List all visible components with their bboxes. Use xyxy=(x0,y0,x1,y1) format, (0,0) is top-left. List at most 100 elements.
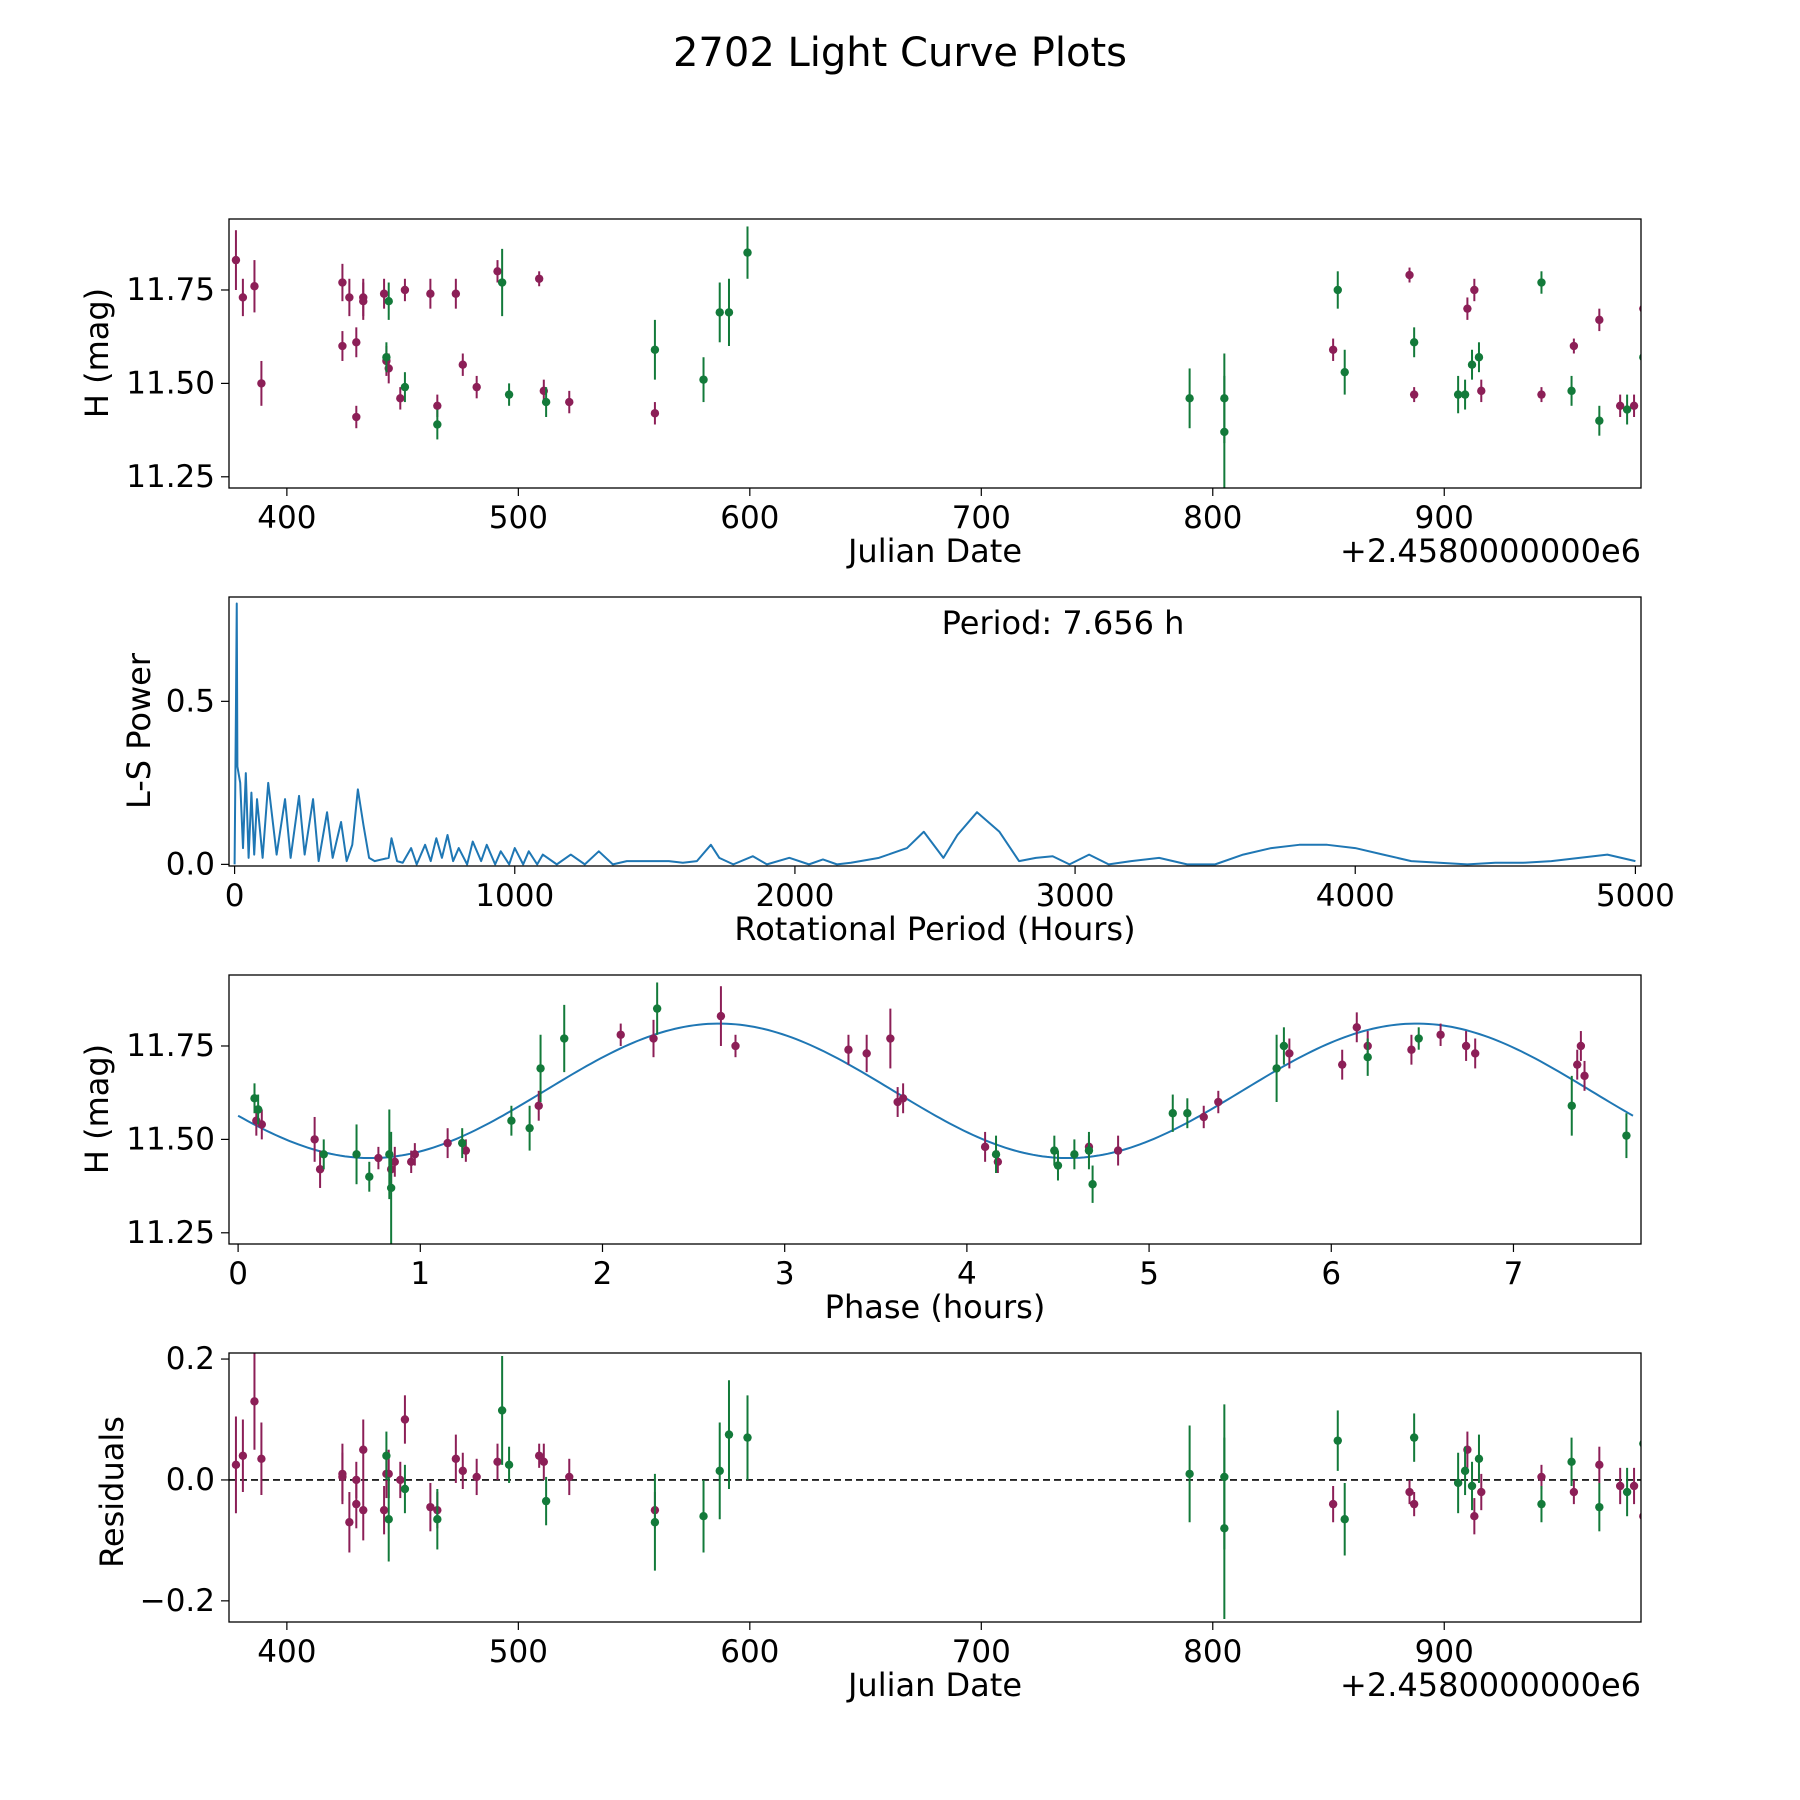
residuals-data-point-green xyxy=(1595,1482,1604,1532)
periodogram-ticks: 0 1000 2000 3000 4000 5000 0.0 0.5 xyxy=(166,683,1675,914)
lightcurve-marker xyxy=(497,278,507,287)
residuals-marker xyxy=(743,1433,752,1442)
residuals-data-point-maroon xyxy=(257,1422,266,1496)
lightcurve-marker xyxy=(345,293,354,302)
phased-data-point-green xyxy=(507,1105,516,1136)
residuals-marker xyxy=(493,1457,502,1467)
phased-marker xyxy=(385,1150,394,1159)
residuals-marker xyxy=(1328,1499,1338,1509)
phased-data-point-maroon xyxy=(1352,1012,1361,1043)
residuals-marker xyxy=(382,1451,391,1460)
residuals-data-point-maroon xyxy=(379,1485,389,1535)
lightcurve-ytick-label: 11.25 xyxy=(126,459,215,495)
phased-marker xyxy=(1088,1180,1097,1189)
lightcurve-marker xyxy=(400,382,410,392)
phased-data-point-green xyxy=(1084,1131,1094,1170)
phased-marker xyxy=(1414,1034,1423,1043)
figure-title: 2702 Light Curve Plots xyxy=(673,30,1127,76)
phased-data-point-green xyxy=(1050,1135,1059,1166)
lightcurve-marker xyxy=(433,420,442,429)
residuals-data-point-maroon xyxy=(451,1434,461,1483)
residuals-marks xyxy=(229,1353,1641,1619)
lightcurve-data-point-green xyxy=(1622,394,1632,425)
lightcurve-xtick-label: 900 xyxy=(1415,500,1474,536)
phased-marker xyxy=(406,1157,416,1167)
residuals-data-point-maroon xyxy=(458,1452,467,1490)
phased-marker xyxy=(560,1034,569,1043)
phased-data-point-maroon xyxy=(1199,1105,1208,1129)
lightcurve-xtick-label: 700 xyxy=(952,500,1011,536)
residuals-marker xyxy=(1470,1512,1479,1521)
lightcurve-data-point-maroon xyxy=(1569,338,1579,354)
lightcurve-marker xyxy=(352,338,361,347)
lightcurve-data-point-green xyxy=(384,282,393,320)
periodogram-axes-frame xyxy=(228,596,1642,867)
lightcurve-data-point-maroon xyxy=(1470,278,1479,302)
residuals-marker xyxy=(1467,1481,1477,1491)
residuals-marker xyxy=(345,1518,354,1527)
residuals-xtick-label: 900 xyxy=(1415,1634,1474,1670)
lightcurve-panel: 400 500 600 700 800 900 11.25 11.50 11.75 Julian… xyxy=(78,218,1642,570)
residuals-marker xyxy=(1537,1472,1546,1482)
lightcurve-marker xyxy=(1453,390,1463,399)
residuals-xtick-label: 600 xyxy=(720,1634,779,1670)
phased-marker xyxy=(1285,1049,1294,1058)
lightcurve-marker xyxy=(1595,315,1604,325)
lightcurve-data-point-maroon xyxy=(345,278,354,317)
phased-data-point-maroon xyxy=(862,1034,871,1073)
residuals-marker xyxy=(451,1454,461,1463)
phased-data-point-maroon xyxy=(443,1128,452,1159)
residuals-marker xyxy=(257,1454,266,1463)
residuals-marker xyxy=(359,1445,368,1454)
lightcurve-marker xyxy=(451,289,461,298)
residuals-marker xyxy=(400,1484,410,1494)
residuals-marker xyxy=(724,1430,734,1439)
phased-marker xyxy=(991,1150,1001,1159)
phased-data-point-maroon xyxy=(1573,1049,1582,1080)
phased-marker xyxy=(461,1146,471,1155)
periodogram-xtick-label: 2000 xyxy=(755,878,834,914)
lightcurve-data-point-maroon xyxy=(451,278,461,309)
phased-marker xyxy=(862,1049,871,1058)
phased-marker xyxy=(1183,1109,1192,1118)
residuals-data-point-maroon xyxy=(426,1482,435,1532)
lightcurve-ticks: 400 500 600 700 800 900 11.25 11.50 11.75 xyxy=(126,272,1474,536)
residuals-marker xyxy=(433,1515,442,1524)
phased-marker xyxy=(1214,1097,1223,1107)
phased-ytick-label: 11.50 xyxy=(126,1121,215,1157)
lightcurve-data-point-maroon xyxy=(396,387,405,410)
phased-marker xyxy=(1436,1030,1445,1039)
residuals-data-point-green xyxy=(1537,1485,1546,1523)
lightcurve-data-point-green xyxy=(743,226,752,279)
residuals-data-point-green xyxy=(382,1431,391,1480)
phased-data-point-maroon xyxy=(1580,1060,1589,1091)
lightcurve-marker xyxy=(650,345,660,354)
lightcurve-data-point-green xyxy=(1340,349,1349,395)
phased-data-point-green xyxy=(1168,1094,1177,1132)
lightcurve-marker xyxy=(1474,353,1484,362)
lightcurve-data-point-green xyxy=(699,357,708,403)
lightcurve-data-point-maroon xyxy=(231,230,241,290)
lightcurve-ylabel: H (mag) xyxy=(78,288,116,418)
lightcurve-data-point-maroon xyxy=(426,278,435,309)
lightcurve-ytick-label: 11.75 xyxy=(126,272,215,308)
phased-marker xyxy=(1471,1049,1480,1058)
phased-marker xyxy=(731,1041,740,1051)
lightcurve-marker xyxy=(743,248,752,257)
residuals-ytick-label: −0.2 xyxy=(140,1583,215,1619)
phased-data-point-green xyxy=(1622,1113,1631,1159)
phased-xtick-label: 0 xyxy=(228,1256,248,1292)
phased-marker xyxy=(410,1150,420,1159)
residuals-marker xyxy=(352,1499,361,1509)
residuals-data-point-maroon xyxy=(1477,1473,1486,1511)
phased-data-point-green xyxy=(1183,1098,1192,1129)
residuals-data-point-maroon xyxy=(396,1461,405,1499)
lightcurve-data-point-maroon xyxy=(379,278,389,309)
lightcurve-data-point-green xyxy=(1474,342,1484,373)
phased-marker xyxy=(250,1094,259,1103)
phased-marker xyxy=(507,1116,516,1125)
phased-marker xyxy=(716,1011,726,1021)
residuals-marker xyxy=(1567,1457,1576,1467)
phased-data-point-green xyxy=(386,1131,396,1244)
lightcurve-marker xyxy=(493,267,502,276)
